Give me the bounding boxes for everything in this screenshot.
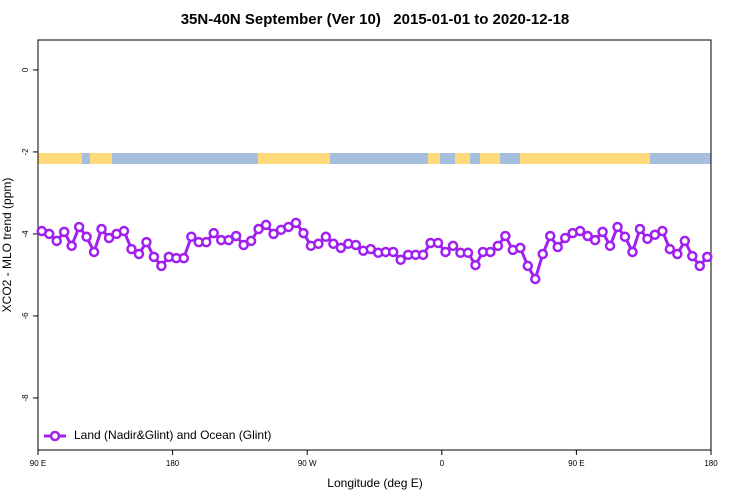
data-point	[88, 246, 100, 258]
data-point	[66, 240, 77, 252]
data-point	[679, 235, 691, 247]
y-tick-label: -8	[21, 394, 30, 402]
x-axis-label: Longitude (deg E)	[327, 476, 422, 490]
data-point	[201, 236, 212, 248]
data-point	[544, 230, 556, 242]
data-point	[208, 227, 219, 239]
data-point	[223, 234, 234, 246]
data-point	[141, 236, 152, 248]
data-point	[627, 246, 638, 258]
chart-title: 35N-40N September (Ver 10) 2015-01-01 to…	[181, 11, 570, 28]
y-tick-label: -6	[21, 312, 30, 320]
data-point	[253, 223, 264, 235]
data-point	[328, 238, 339, 250]
legend-marker	[49, 430, 61, 442]
x-tick-label: 90 W	[298, 459, 317, 468]
data-point	[103, 232, 115, 244]
data-point	[522, 260, 534, 272]
data-point	[260, 219, 272, 231]
plot-frame	[37, 39, 712, 451]
data-point	[268, 228, 279, 240]
x-tick-label: 90 E	[568, 459, 584, 468]
data-point	[702, 251, 713, 263]
data-point	[664, 243, 676, 255]
land-strip	[428, 153, 440, 164]
data-point	[156, 260, 167, 272]
data-point	[148, 251, 160, 263]
x-tick-label: 0	[440, 459, 445, 468]
land-strip	[90, 153, 112, 164]
data-point	[672, 248, 683, 260]
data-point	[230, 230, 242, 242]
data-point	[335, 242, 347, 254]
data-point	[432, 237, 444, 249]
data-point	[245, 235, 257, 247]
data-point	[604, 240, 616, 252]
legend: Land (Nadir&Glint) and Ocean (Glint)	[44, 428, 271, 442]
data-point	[657, 225, 668, 237]
data-point	[589, 234, 601, 246]
data-point	[462, 247, 474, 259]
data-point	[126, 243, 137, 255]
data-point	[574, 225, 586, 237]
data-point	[350, 239, 362, 251]
y-tick-label: -2	[21, 148, 30, 156]
land-strip	[258, 153, 330, 164]
data-point	[96, 223, 107, 235]
data-point	[43, 228, 55, 240]
data-point	[619, 231, 631, 243]
data-point	[552, 241, 563, 253]
x-tick-label: 90 E	[30, 459, 46, 468]
data-point	[178, 252, 190, 264]
data-point	[642, 233, 653, 245]
data-point	[582, 230, 593, 242]
land-strip	[520, 153, 650, 164]
data-point	[387, 246, 399, 258]
data-point	[485, 246, 496, 258]
data-point	[298, 227, 309, 239]
x-tick-label: 180	[704, 459, 718, 468]
map-strip	[38, 153, 711, 164]
data-point	[118, 225, 130, 237]
data-point	[559, 232, 571, 244]
data-point	[283, 221, 294, 233]
data-point	[470, 259, 481, 271]
data-point	[634, 223, 646, 235]
y-tick-label: -4	[21, 230, 30, 238]
x-tick-label: 180	[166, 459, 180, 468]
data-point	[395, 254, 406, 266]
y-tick-label: 0	[21, 67, 30, 72]
data-point	[687, 250, 698, 262]
land-strip	[38, 153, 82, 164]
data-point	[58, 226, 70, 238]
data-point	[186, 231, 197, 243]
land-strip	[480, 153, 500, 164]
data-point	[81, 231, 92, 243]
data-point	[238, 239, 249, 251]
data-point	[320, 231, 332, 243]
data-point	[597, 226, 608, 238]
data-point	[492, 240, 504, 252]
data-point	[313, 238, 324, 250]
y-axis-label: XCO2 - MLO trend (ppm)	[0, 178, 14, 313]
data-point	[133, 248, 145, 260]
data-point	[537, 248, 548, 260]
legend-label: Land (Nadir&Glint) and Ocean (Glint)	[74, 428, 271, 442]
data-point	[612, 221, 623, 233]
data-point	[447, 240, 459, 252]
data-point	[500, 230, 511, 242]
data-point	[73, 221, 85, 233]
data-point	[417, 249, 429, 261]
data-point	[440, 246, 451, 258]
data-point	[515, 242, 526, 254]
data-point	[530, 273, 541, 285]
land-strip	[455, 153, 470, 164]
data-point	[51, 235, 62, 247]
data-point	[694, 260, 706, 272]
ocean-strip	[38, 153, 711, 164]
data-point	[290, 217, 302, 229]
